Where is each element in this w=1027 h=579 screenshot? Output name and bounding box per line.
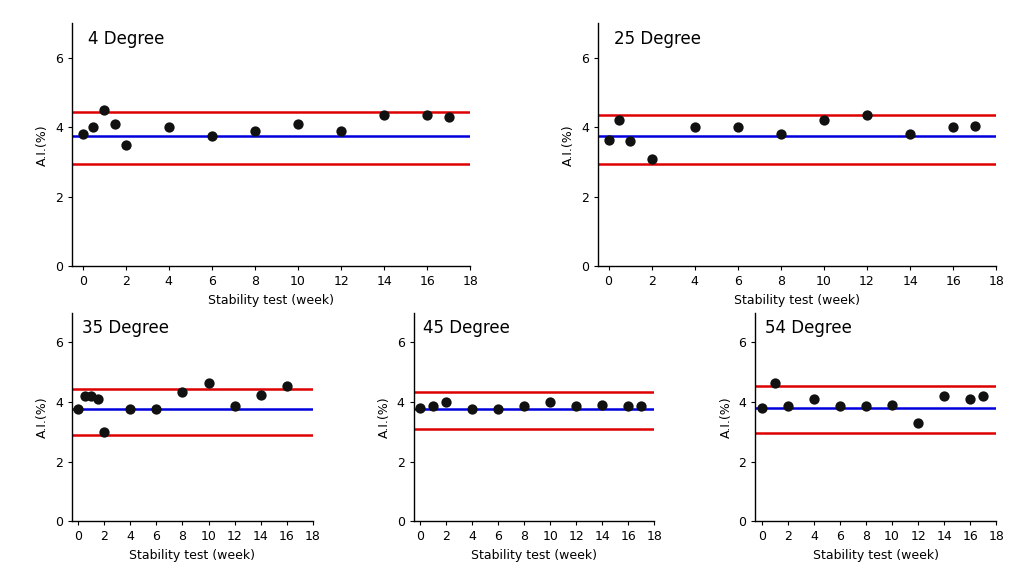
Point xyxy=(936,391,952,401)
Point xyxy=(107,119,123,129)
Y-axis label: A.I.(%): A.I.(%) xyxy=(562,124,575,166)
Text: 54 Degree: 54 Degree xyxy=(765,319,852,337)
Point xyxy=(97,427,113,437)
Point xyxy=(419,111,435,120)
Point xyxy=(425,402,442,411)
Point xyxy=(962,394,979,404)
Text: 35 Degree: 35 Degree xyxy=(81,319,168,337)
Point xyxy=(376,111,392,120)
Point xyxy=(278,381,295,390)
Point xyxy=(729,123,746,132)
X-axis label: Stability test (week): Stability test (week) xyxy=(734,294,860,307)
Point xyxy=(975,391,991,401)
Point xyxy=(246,126,263,135)
Y-axis label: A.I.(%): A.I.(%) xyxy=(36,396,49,438)
Point xyxy=(89,394,106,404)
Point xyxy=(772,130,789,139)
Point xyxy=(412,404,428,413)
Point xyxy=(438,397,454,406)
Point xyxy=(884,400,901,409)
Point xyxy=(966,121,983,130)
X-axis label: Stability test (week): Stability test (week) xyxy=(129,549,256,562)
Point xyxy=(815,116,832,125)
Point xyxy=(117,140,134,149)
Point xyxy=(595,400,611,409)
Point xyxy=(611,116,627,125)
Point xyxy=(85,123,102,132)
Y-axis label: A.I.(%): A.I.(%) xyxy=(720,396,733,438)
Text: 4 Degree: 4 Degree xyxy=(88,31,164,49)
Point xyxy=(945,123,961,132)
Point xyxy=(568,402,584,411)
Point xyxy=(634,402,650,411)
Point xyxy=(253,390,269,399)
Text: 25 Degree: 25 Degree xyxy=(614,31,700,49)
Point xyxy=(203,131,220,141)
Point xyxy=(767,378,784,387)
Point xyxy=(122,405,139,414)
Y-axis label: A.I.(%): A.I.(%) xyxy=(36,124,49,166)
Point xyxy=(902,130,918,139)
Point xyxy=(96,105,112,115)
Point xyxy=(175,387,191,396)
Point xyxy=(832,402,848,411)
Point xyxy=(70,405,86,414)
Point xyxy=(859,111,875,120)
Point xyxy=(441,112,457,122)
Point xyxy=(910,418,926,427)
X-axis label: Stability test (week): Stability test (week) xyxy=(208,294,334,307)
Point xyxy=(160,123,177,132)
Point xyxy=(74,130,90,139)
Point xyxy=(643,154,659,163)
Point xyxy=(620,402,637,411)
X-axis label: Stability test (week): Stability test (week) xyxy=(812,549,939,562)
Point xyxy=(754,404,770,413)
Point xyxy=(858,402,874,411)
Point xyxy=(290,119,306,129)
Point xyxy=(200,378,217,387)
Point xyxy=(516,402,532,411)
Point xyxy=(779,402,796,411)
Point xyxy=(806,394,823,404)
Point xyxy=(464,405,481,414)
Point xyxy=(601,135,617,144)
Point xyxy=(83,391,100,401)
Point xyxy=(542,397,559,406)
Point xyxy=(77,391,93,401)
Point xyxy=(148,405,164,414)
Point xyxy=(490,405,506,414)
Point xyxy=(622,137,639,146)
Point xyxy=(226,402,242,411)
Text: 45 Degree: 45 Degree xyxy=(423,319,510,337)
Point xyxy=(686,123,702,132)
Point xyxy=(333,126,349,135)
X-axis label: Stability test (week): Stability test (week) xyxy=(471,549,597,562)
Y-axis label: A.I.(%): A.I.(%) xyxy=(378,396,391,438)
